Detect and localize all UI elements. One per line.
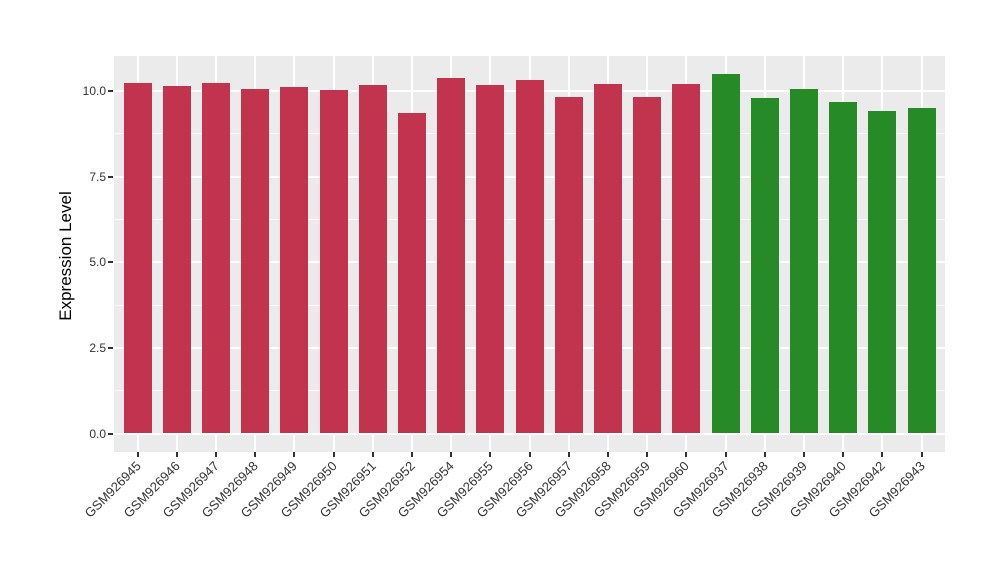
x-tick-mark xyxy=(842,452,845,457)
y-tick-mark xyxy=(108,432,113,435)
x-tick-mark xyxy=(567,452,570,457)
bar-GSM926954 xyxy=(437,78,466,434)
bar-GSM926950 xyxy=(319,89,348,434)
x-tick-mark xyxy=(214,452,217,457)
bar-GSM926946 xyxy=(162,85,191,434)
bar-GSM926949 xyxy=(280,86,309,434)
y-tick-mark xyxy=(108,261,113,264)
x-tick-mark xyxy=(763,452,766,457)
bar-GSM926958 xyxy=(593,84,622,434)
x-tick-mark xyxy=(175,452,178,457)
bar-GSM926948 xyxy=(241,88,270,434)
y-tick-mark xyxy=(108,346,113,349)
bar-GSM926945 xyxy=(123,82,152,434)
x-tick-mark xyxy=(802,452,805,457)
y-tick-label: 7.5 xyxy=(89,169,106,184)
y-tick-label: 2.5 xyxy=(89,340,106,355)
bar-GSM926960 xyxy=(672,83,701,434)
x-tick-mark xyxy=(881,452,884,457)
x-tick-mark xyxy=(606,452,609,457)
bar-GSM926937 xyxy=(711,73,740,434)
y-tick-mark xyxy=(108,90,113,93)
y-tick-label: 0.0 xyxy=(89,426,106,441)
x-tick-mark xyxy=(136,452,139,457)
x-tick-mark xyxy=(920,452,923,457)
bar-GSM926959 xyxy=(633,96,662,434)
y-tick-label: 10.0 xyxy=(82,84,106,99)
x-tick-mark xyxy=(293,452,296,457)
bar-GSM926943 xyxy=(907,108,936,434)
x-tick-mark xyxy=(685,452,688,457)
x-tick-mark xyxy=(724,452,727,457)
bar-GSM926947 xyxy=(201,83,230,434)
bar-GSM926951 xyxy=(358,85,387,434)
y-tick-mark xyxy=(108,175,113,178)
x-tick-mark xyxy=(646,452,649,457)
x-tick-mark xyxy=(371,452,374,457)
x-tick-mark xyxy=(254,452,257,457)
bar-GSM926952 xyxy=(397,113,426,434)
x-tick-mark xyxy=(410,452,413,457)
bar-GSM926955 xyxy=(476,84,505,434)
bar-GSM926957 xyxy=(554,96,583,434)
x-tick-mark xyxy=(450,452,453,457)
y-tick-label: 5.0 xyxy=(89,255,106,270)
plot-panel xyxy=(114,56,945,452)
bar-GSM926939 xyxy=(789,88,818,434)
bar-GSM926956 xyxy=(515,80,544,434)
bar-GSM926940 xyxy=(829,101,858,434)
bar-GSM926942 xyxy=(868,110,897,434)
x-tick-mark xyxy=(332,452,335,457)
x-tick-mark xyxy=(489,452,492,457)
bar-GSM926938 xyxy=(750,97,779,434)
x-tick-mark xyxy=(528,452,531,457)
